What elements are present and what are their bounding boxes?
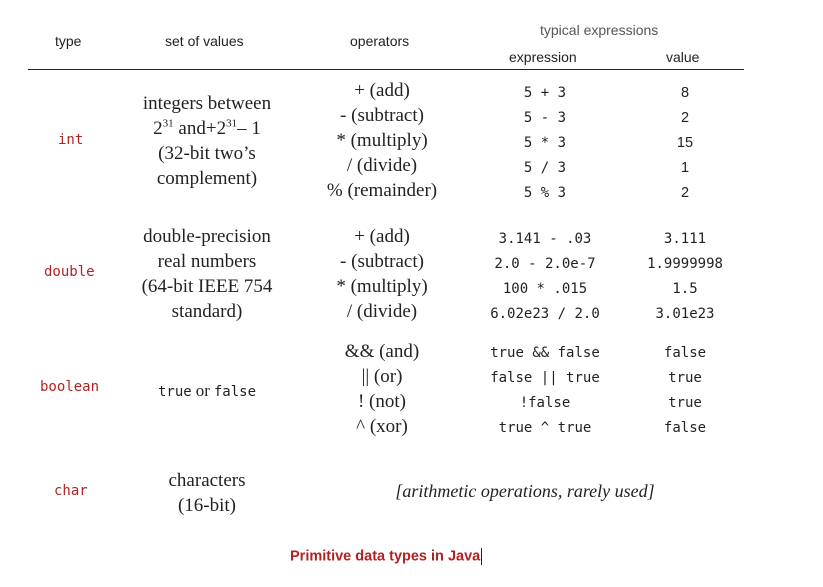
value-line: standard) xyxy=(171,301,243,322)
value-line: integers between xyxy=(142,93,272,114)
value-line: real numbers xyxy=(157,251,257,272)
type-char: char xyxy=(54,483,88,499)
result: 2 xyxy=(680,185,690,201)
result: 3.111 xyxy=(663,231,707,247)
value-line: complement) xyxy=(156,168,258,189)
operator: + (add) xyxy=(354,80,410,101)
result: 3.01e23 xyxy=(655,306,715,322)
boolean-set-of-values: true or false xyxy=(127,378,287,403)
boolean-expressions: true && false false || true !false true … xyxy=(465,341,625,441)
result: 1 xyxy=(680,160,690,176)
expression: 5 + 3 xyxy=(523,85,567,101)
type-double: double xyxy=(44,264,95,280)
operator: - (subtract) xyxy=(340,105,424,126)
double-expressions: 3.141 - .03 2.0 - 2.0e-7 100 * .015 6.02… xyxy=(465,227,625,327)
operator: * (multiply) xyxy=(336,130,428,151)
double-values: 3.111 1.9999998 1.5 3.01e23 xyxy=(625,227,745,327)
result: true xyxy=(668,395,702,411)
operator: - (subtract) xyxy=(340,251,424,272)
value-or: or xyxy=(195,381,210,400)
result: 1.5 xyxy=(672,281,698,297)
char-set-of-values: characters (16-bit) xyxy=(127,468,287,518)
expression: 6.02e23 / 2.0 xyxy=(490,306,600,322)
type-boolean: boolean xyxy=(40,379,100,395)
header-expression: expression xyxy=(509,49,577,65)
header-set-of-values: set of values xyxy=(165,33,244,49)
result: 2 xyxy=(680,110,690,126)
boolean-operators: && (and) || (or) ! (not) ^ (xor) xyxy=(302,339,462,439)
boolean-values: false true true false xyxy=(625,341,745,441)
operator: + (add) xyxy=(354,226,410,247)
expression: 5 / 3 xyxy=(523,160,567,176)
value-line: (64-bit IEEE 754 xyxy=(141,276,273,297)
expression: 3.141 - .03 xyxy=(498,231,592,247)
figure-caption: Primitive data types in Java xyxy=(290,548,483,565)
operator: || (or) xyxy=(361,366,403,387)
header-typical-expressions: typical expressions xyxy=(540,22,659,38)
char-note: [arithmetic operations, rarely used] xyxy=(395,481,655,501)
operator: ^ (xor) xyxy=(356,416,408,437)
result: true xyxy=(668,370,702,386)
int-expressions: 5 + 3 5 - 3 5 * 3 5 / 3 5 % 3 xyxy=(465,81,625,206)
value-false: false xyxy=(213,384,257,400)
type-int: int xyxy=(58,132,84,148)
operator: * (multiply) xyxy=(336,276,428,297)
text-cursor xyxy=(481,548,483,565)
result: 1.9999998 xyxy=(647,256,723,272)
result: false xyxy=(663,420,707,436)
value-line-range: 231 and+231– 1 xyxy=(153,117,261,139)
operator: ! (not) xyxy=(357,391,406,412)
value-line: (16-bit) xyxy=(177,495,237,516)
value-line: characters xyxy=(168,470,246,491)
result: 8 xyxy=(680,85,690,101)
caption-text: Primitive data types in Java xyxy=(290,548,481,565)
value-line: (32-bit two’s xyxy=(158,143,256,164)
expression: 100 * .015 xyxy=(502,281,588,297)
expression: 5 % 3 xyxy=(523,185,567,201)
double-set-of-values: double-precision real numbers (64-bit IE… xyxy=(117,224,297,324)
header-type: type xyxy=(55,33,82,49)
expression: 2.0 - 2.0e-7 xyxy=(494,256,596,272)
header-value: value xyxy=(666,49,700,65)
operator: / (divide) xyxy=(346,155,418,176)
operator: && (and) xyxy=(344,341,420,362)
int-set-of-values: integers between 231 and+231– 1 (32-bit … xyxy=(122,91,292,191)
value-line: double-precision xyxy=(143,226,271,247)
header-rule xyxy=(28,69,744,70)
header-operators: operators xyxy=(350,33,410,49)
expression: 5 - 3 xyxy=(523,110,567,126)
expression: true && false xyxy=(490,345,600,361)
expression: true ^ true xyxy=(498,420,592,436)
result: 15 xyxy=(676,135,694,151)
int-operators: + (add) - (subtract) * (multiply) / (div… xyxy=(302,78,462,203)
operator: % (remainder) xyxy=(326,180,438,201)
int-values: 8 2 15 1 2 xyxy=(625,81,745,206)
value-true: true xyxy=(157,384,192,400)
result: false xyxy=(663,345,707,361)
expression: false || true xyxy=(490,370,600,386)
operator: / (divide) xyxy=(346,301,418,322)
double-operators: + (add) - (subtract) * (multiply) / (div… xyxy=(302,224,462,324)
expression: 5 * 3 xyxy=(523,135,567,151)
expression: !false xyxy=(519,395,571,411)
